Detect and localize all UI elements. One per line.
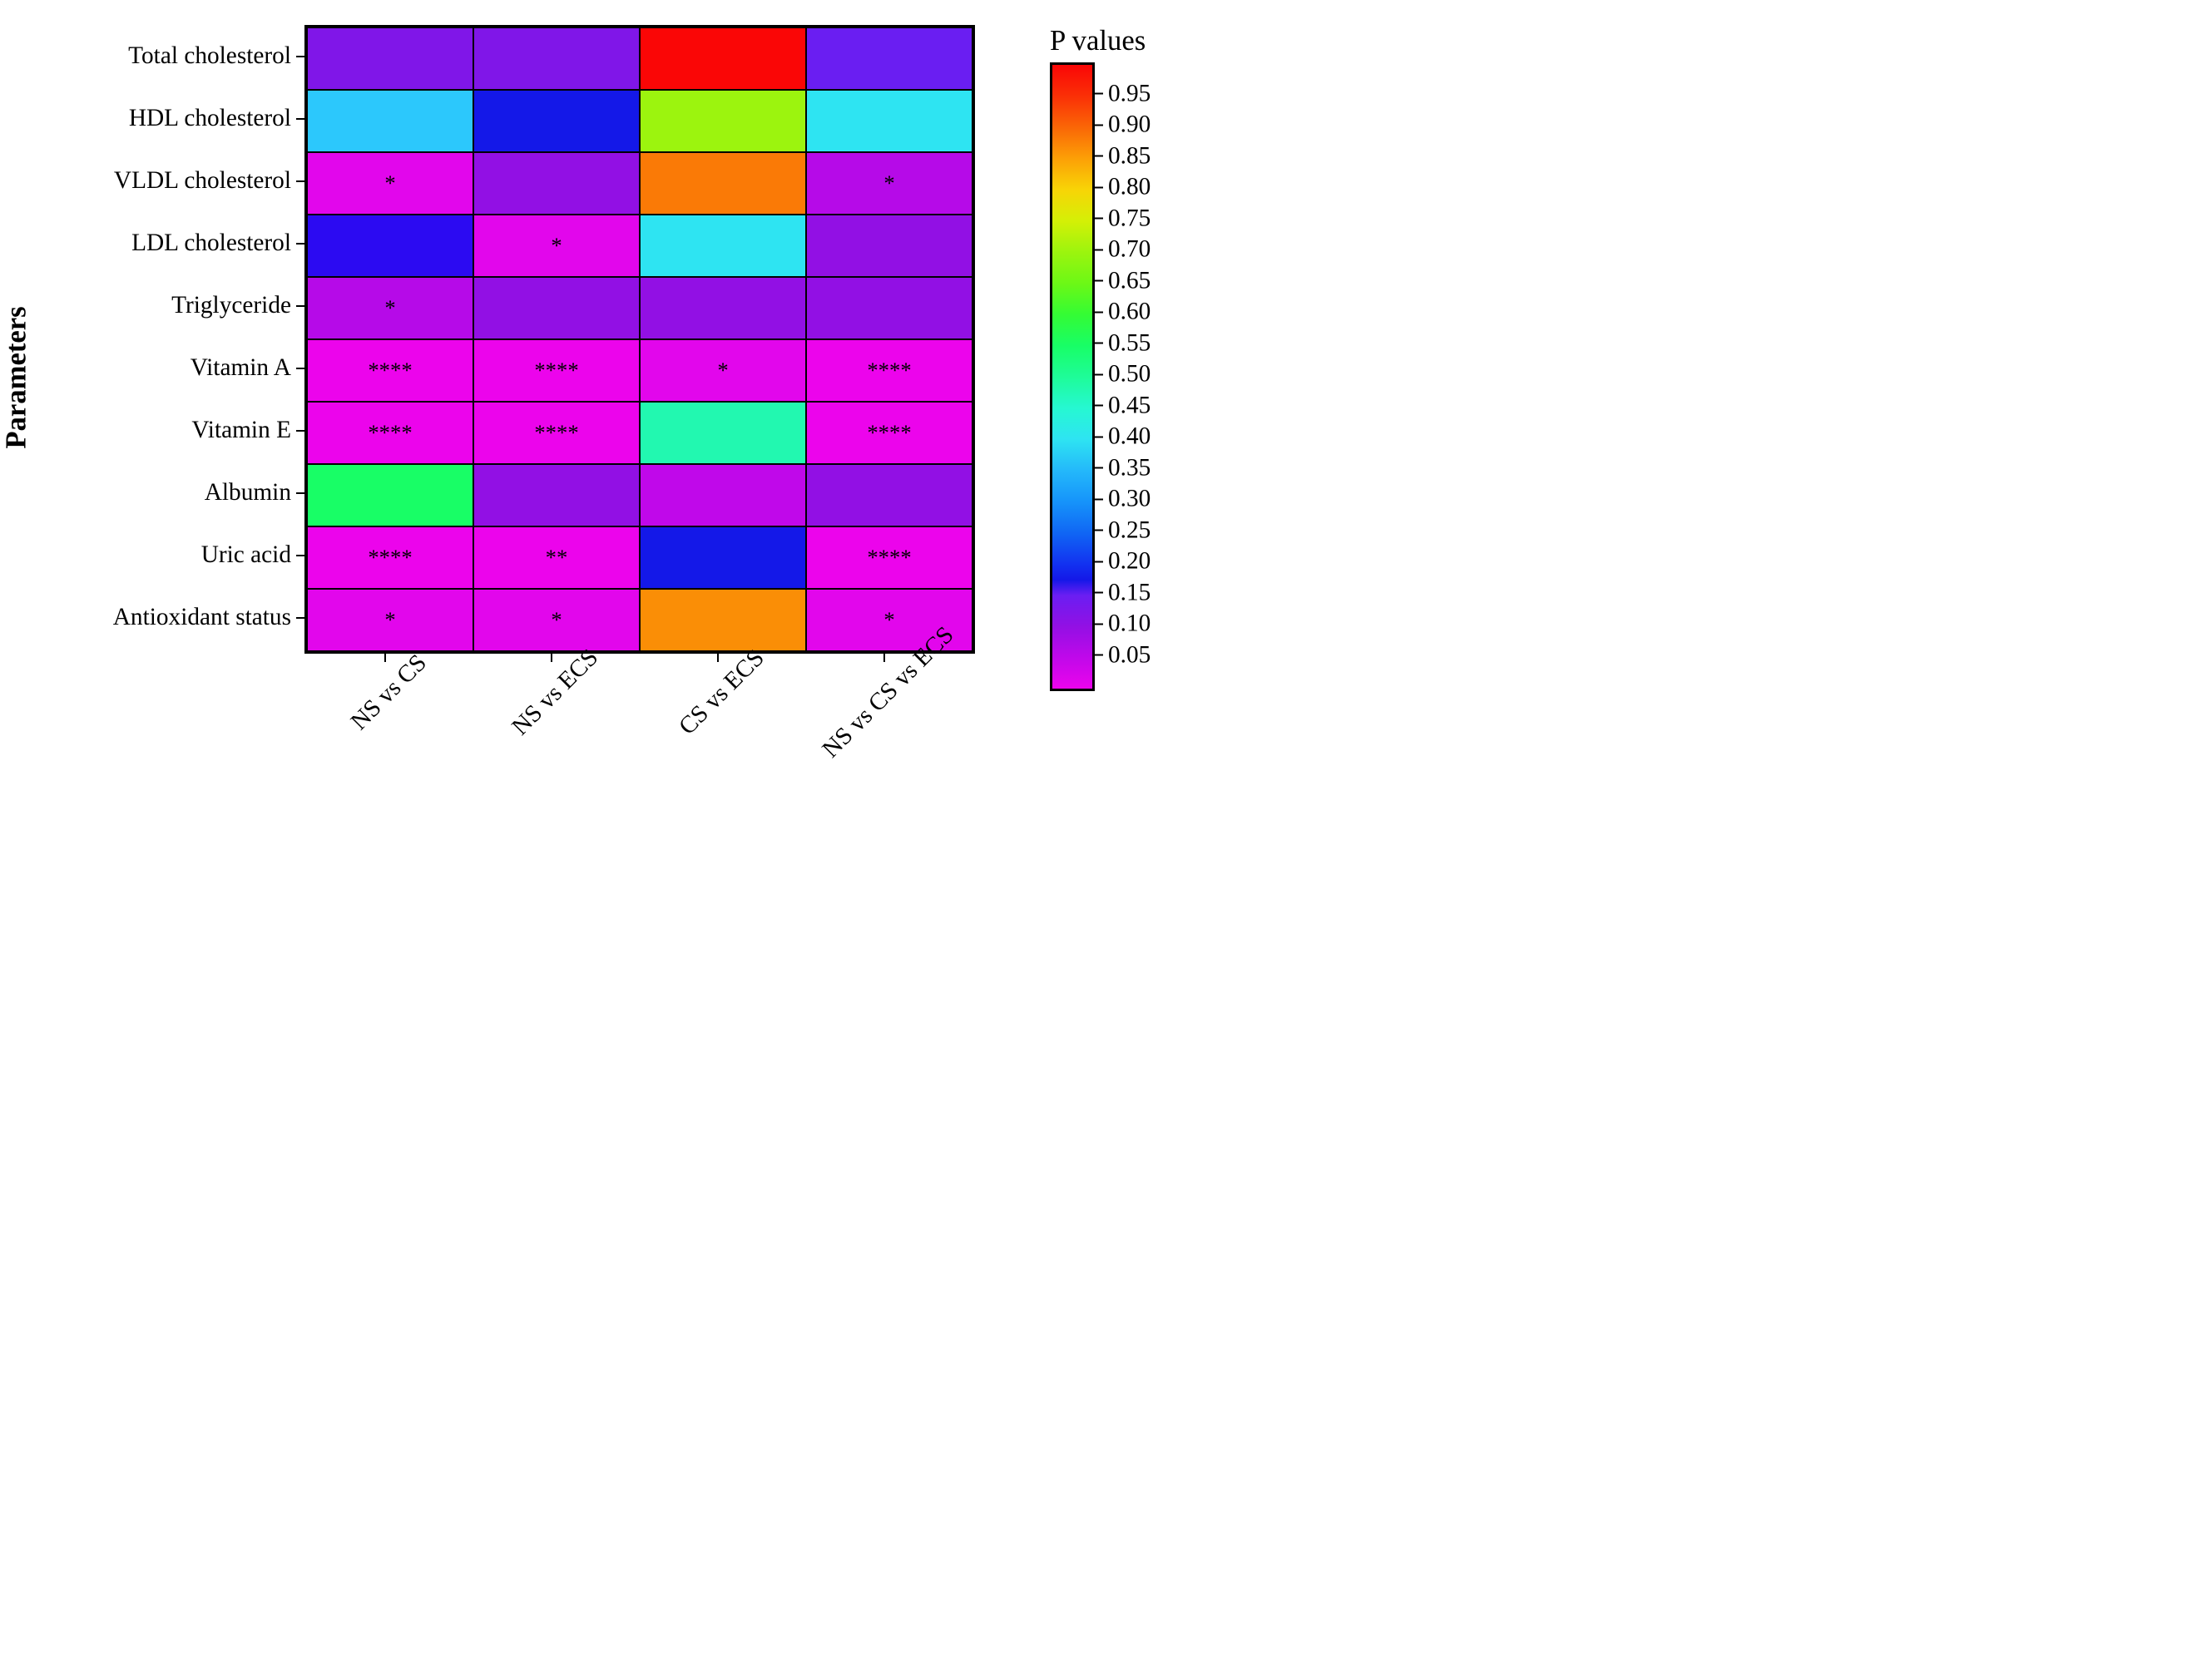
heatmap-cell — [307, 464, 473, 526]
colorbar-tick-label: 0.85 — [1108, 142, 1151, 170]
colorbar-tick-label: 0.35 — [1108, 454, 1151, 482]
heatmap-cell: * — [307, 589, 473, 651]
heatmap-cell: **** — [806, 402, 972, 464]
colorbar-tick-label: 0.30 — [1108, 486, 1151, 513]
column-label: NS vs ECS — [507, 644, 604, 741]
colorbar-tick-label: 0.45 — [1108, 392, 1151, 419]
heatmap-cell — [473, 464, 640, 526]
colorbar-ticks: 0.05 0.10 0.15 0.20 0.25 0.30 0.35 0.40 0.45 0.50… — [1095, 62, 1161, 686]
heatmap-cell — [307, 215, 473, 277]
heatmap-cell: * — [640, 339, 806, 402]
row-label: Antioxidant status — [100, 604, 296, 631]
colorbar-gradient — [1050, 62, 1095, 691]
heatmap-cell — [473, 277, 640, 339]
colorbar-tick-label: 0.75 — [1108, 205, 1151, 232]
heatmap-cell — [640, 402, 806, 464]
heatmap-cell: **** — [307, 402, 473, 464]
heatmap-cell — [806, 90, 972, 152]
colorbar-tick-label: 0.90 — [1108, 111, 1151, 139]
colorbar-tick-label: 0.20 — [1108, 548, 1151, 576]
heatmap-cell: **** — [307, 339, 473, 402]
colorbar-tick-label: 0.70 — [1108, 236, 1151, 264]
column-label: CS vs ECS — [674, 645, 770, 741]
colorbar-tick-label: 0.15 — [1108, 579, 1151, 606]
colorbar-tick-label: 0.80 — [1108, 174, 1151, 201]
row-label: VLDL cholesterol — [100, 167, 296, 195]
heatmap-cell — [806, 277, 972, 339]
heatmap-cell: * — [806, 152, 972, 215]
column-label: NS vs CS — [346, 650, 433, 736]
colorbar-tick-label: 0.40 — [1108, 423, 1151, 451]
heatmap-cell — [806, 215, 972, 277]
heatmap-cell: * — [307, 152, 473, 215]
row-label: Triglyceride — [100, 292, 296, 319]
heatmap-cell — [640, 526, 806, 589]
heatmap-cell — [640, 589, 806, 651]
heatmap-cell — [473, 152, 640, 215]
heatmap-cell: ** — [473, 526, 640, 589]
heatmap-cell — [806, 27, 972, 90]
heatmap-cell — [640, 215, 806, 277]
colorbar-tick-label: 0.65 — [1108, 267, 1151, 294]
colorbar-tick-label: 0.60 — [1108, 299, 1151, 326]
legend-title: P values — [1050, 25, 1161, 57]
colorbar-legend: P values 0.05 0.10 0.15 0.20 0.25 0.30 0.35 0.4… — [1050, 25, 1161, 691]
colorbar-tick-label: 0.50 — [1108, 361, 1151, 388]
heatmap-cell: **** — [806, 526, 972, 589]
heatmap-cell — [640, 90, 806, 152]
heatmap-cell — [806, 464, 972, 526]
colorbar-tick-label: 0.10 — [1108, 610, 1151, 638]
heatmap-cell: * — [473, 215, 640, 277]
row-labels: Total cholesterol HDL cholesterol VLDL cho… — [100, 25, 304, 654]
heatmap-grid: ****************************************… — [304, 25, 975, 654]
heatmap-cell: * — [473, 589, 640, 651]
row-label: Vitamin E — [100, 417, 296, 444]
heatmap-cell: **** — [473, 402, 640, 464]
heatmap-cell: **** — [473, 339, 640, 402]
heatmap-cell: * — [307, 277, 473, 339]
heatmap-cell — [307, 27, 473, 90]
row-label: Total cholesterol — [100, 42, 296, 70]
colorbar-tick-label: 0.95 — [1108, 80, 1151, 107]
heatmap-chart: Parameters Total cholesterol HDL choleste… — [0, 0, 1025, 754]
heatmap-cell — [640, 464, 806, 526]
colorbar-tick-label: 0.25 — [1108, 516, 1151, 544]
heatmap-cell — [640, 152, 806, 215]
heatmap-cell: **** — [307, 526, 473, 589]
heatmap-cell — [640, 277, 806, 339]
y-axis-title: Parameters — [1, 306, 33, 448]
colorbar-tick-label: 0.05 — [1108, 641, 1151, 669]
row-label: Vitamin A — [100, 354, 296, 382]
row-label: Albumin — [100, 479, 296, 506]
colorbar-tick-label: 0.55 — [1108, 329, 1151, 357]
column-labels: NS vs CSNS vs ECSCS vs ECSNS vs CS vs EC… — [302, 654, 967, 704]
heatmap-cell: **** — [806, 339, 972, 402]
heatmap-cell — [640, 27, 806, 90]
heatmap-cell — [473, 90, 640, 152]
heatmap-cell — [473, 27, 640, 90]
row-label: HDL cholesterol — [100, 105, 296, 132]
heatmap-cell — [307, 90, 473, 152]
row-label: Uric acid — [100, 541, 296, 569]
row-label: LDL cholesterol — [100, 230, 296, 257]
